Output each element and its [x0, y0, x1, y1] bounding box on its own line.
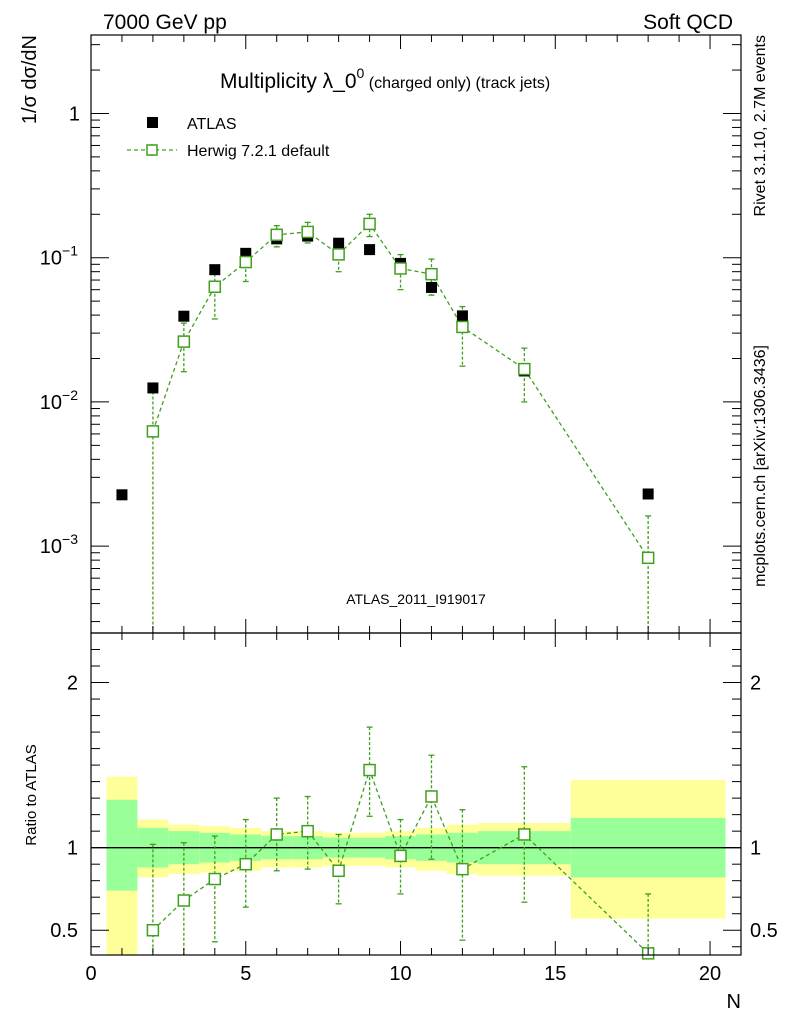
y-tick-label: 10−2 — [40, 387, 78, 414]
ratio-point — [239, 857, 253, 871]
x-tick-label: 20 — [699, 963, 721, 985]
ratio-y-tick-labels: 0.5 0.5 1 1 2 2 — [50, 673, 778, 943]
atlas-point — [364, 244, 376, 256]
y-tick-label: 10−3 — [40, 531, 78, 558]
ratio-y-tick-label-right: 0.5 — [750, 920, 778, 942]
x-axis-label: N — [727, 991, 741, 1013]
ratio-y-tick-label: 0.5 — [50, 920, 78, 942]
ratio-point — [394, 849, 407, 863]
header-left: 7000 GeV pp — [103, 11, 227, 34]
mc-point — [270, 228, 283, 242]
x-tick-label: 15 — [544, 963, 566, 985]
mc-point — [425, 267, 438, 281]
ratio-point — [518, 828, 531, 841]
atlas-point — [642, 488, 654, 500]
legend: ATLAS Herwig 7.2.1 default — [127, 116, 330, 160]
x-tick-label: 0 — [85, 963, 96, 985]
atlas-point — [456, 310, 468, 322]
legend-atlas-marker — [147, 117, 158, 128]
atlas-point — [333, 237, 345, 249]
atlas-point — [178, 310, 190, 322]
mc-point — [456, 320, 469, 334]
ratio-point — [363, 763, 376, 777]
main-y-tick-labels: 1 10−1 10−2 10−3 — [40, 103, 80, 558]
analysis-watermark: ATLAS_2011_I919017 — [346, 591, 486, 607]
ratio-point — [425, 790, 438, 803]
ratio-point — [456, 862, 469, 876]
ratio-point — [177, 894, 191, 907]
ratio-point — [270, 828, 283, 841]
legend-atlas-label: ATLAS — [187, 116, 237, 133]
atlas-point — [116, 489, 128, 501]
main-ticks — [90, 35, 742, 633]
mc-point — [177, 335, 191, 348]
ratio-y-tick-label: 2 — [67, 673, 78, 695]
mc-point — [301, 225, 314, 239]
mc-point — [146, 425, 160, 438]
rivet-version-text: Rivet 3.1.10, 2.7M events — [752, 35, 769, 216]
atlas-point — [209, 264, 221, 276]
mc-point — [363, 217, 376, 231]
mc-point — [641, 551, 655, 565]
mc-point — [394, 262, 407, 275]
ratio-y-axis-label: Ratio to ATLAS — [23, 744, 40, 845]
mc-point — [239, 255, 253, 269]
main-y-axis-label: 1/σ dσ/dN — [19, 35, 41, 124]
ratio-panel: 0.5 0.5 1 1 2 2 0 5 10 15 20 — [50, 632, 778, 985]
ratio-y-tick-label-right: 1 — [750, 838, 761, 860]
ratio-ticks — [90, 632, 742, 955]
ratio-frame — [90, 632, 742, 956]
plot-title: Multiplicity λ_00 (charged only) (track … — [220, 65, 550, 93]
header-right: Soft QCD — [643, 11, 733, 34]
atlas-point — [425, 281, 437, 293]
legend-herwig-label: Herwig 7.2.1 default — [187, 143, 330, 160]
legend-herwig-marker — [146, 144, 158, 156]
ratio-point — [301, 824, 314, 838]
inner-band — [106, 799, 138, 891]
ratio-uncertainty-bands — [106, 776, 726, 955]
mcplots-credit-text: mcplots.cern.ch [arXiv:1306.3436] — [752, 345, 769, 587]
mc-points — [146, 217, 655, 565]
ratio-y-tick-label-right: 2 — [750, 673, 761, 695]
ratio-y-tick-label: 1 — [67, 838, 78, 860]
ratio-point — [208, 872, 222, 886]
data-points — [116, 230, 654, 501]
mc-point — [518, 362, 531, 376]
ratio-point — [146, 923, 160, 937]
y-tick-label: 1 — [69, 103, 80, 125]
x-tick-label: 5 — [240, 963, 251, 985]
x-tick-label: 10 — [389, 963, 411, 985]
x-tick-labels: 0 5 10 15 20 — [85, 963, 721, 985]
mc-point — [332, 248, 345, 261]
mc-error-bars — [149, 213, 652, 633]
atlas-point — [240, 247, 252, 259]
ratio-point — [332, 864, 345, 878]
mc-point — [208, 280, 222, 293]
y-tick-label: 10−1 — [40, 243, 78, 270]
main-panel: 1 10−1 10−2 10−3 — [40, 34, 742, 634]
atlas-point — [147, 382, 159, 394]
